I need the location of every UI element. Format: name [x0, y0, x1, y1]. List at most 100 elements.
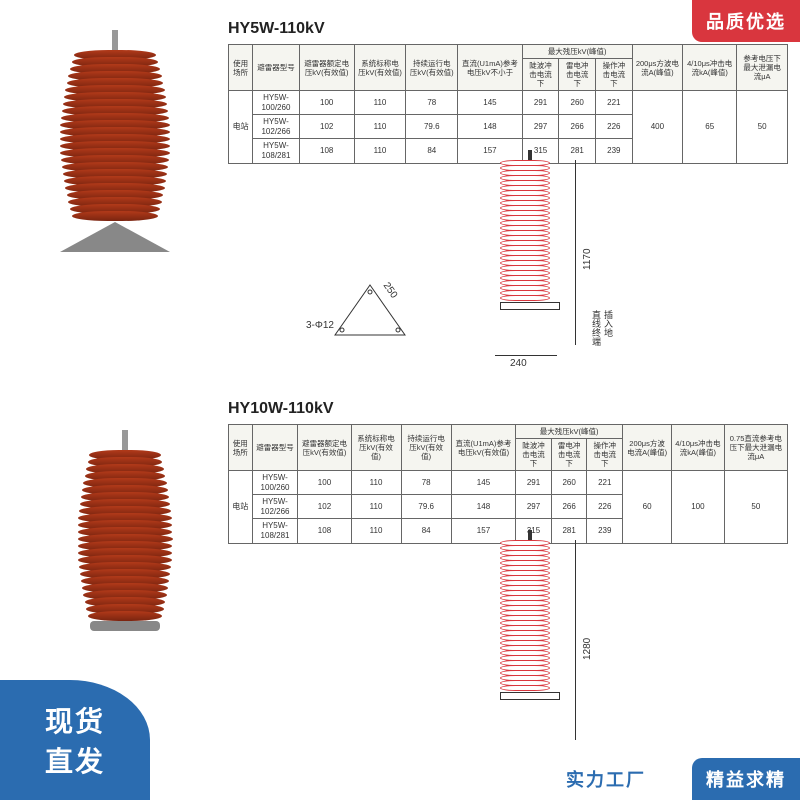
- cell-r3: 239: [596, 139, 633, 163]
- dim-height-1: 1170: [582, 248, 593, 270]
- base-triangle-icon: [60, 222, 170, 252]
- cell-model: HY5W-102/266: [253, 115, 300, 139]
- diag-base-icon: [500, 302, 560, 310]
- th-dc: 直流(U1mA)参考电压kV(有效值): [451, 425, 516, 471]
- th-place: 使用场所: [229, 45, 253, 91]
- cell-model: HY5W-102/266: [252, 495, 298, 519]
- cell-r3: 239: [587, 519, 623, 543]
- cell-dc: 145: [451, 471, 516, 495]
- cell-dc: 148: [451, 495, 516, 519]
- spec-table-1: 使用场所 避雷器型号 避雷器额定电压kV(有效值) 系统标称电压kV(有效值) …: [228, 44, 788, 164]
- badge-bottom-right: 精益求精: [692, 758, 800, 800]
- cell-200us: 60: [623, 471, 672, 544]
- cell-r2: 266: [551, 495, 587, 519]
- diagram-1: [500, 150, 560, 310]
- th-rated: 避雷器额定电压kV(有效值): [299, 45, 354, 91]
- cell-rated: 102: [299, 115, 354, 139]
- product-photo-2: [50, 430, 200, 631]
- cap-icon: [112, 30, 118, 50]
- th-sub2: 雷电冲击电流下: [551, 439, 587, 471]
- th-200us: 200μs方波电流A(峰值): [632, 45, 682, 91]
- dim-line-w1: [495, 355, 557, 356]
- fin-stack-1: [60, 50, 170, 221]
- cell-sys: 110: [354, 115, 406, 139]
- th-200us: 200μs方波电流A(峰值): [623, 425, 672, 471]
- cell-r2: 281: [559, 139, 596, 163]
- cell-rated: 108: [299, 139, 354, 163]
- cell-r2: 266: [559, 115, 596, 139]
- dim-line-h2: [575, 540, 576, 740]
- cell-model: HY5W-108/281: [253, 139, 300, 163]
- th-dc: 直流(U1mA)参考电压kV不小于: [458, 45, 523, 91]
- diagram-2: [500, 530, 560, 700]
- cell-410: 65: [683, 91, 737, 164]
- cell-r1: 297: [516, 495, 552, 519]
- title-2: HY10W-110kV: [228, 400, 334, 418]
- cell-sys: 110: [354, 91, 406, 115]
- cell-r1: 291: [522, 91, 559, 115]
- cell-leak: 50: [724, 471, 787, 544]
- table-row: 电站HY5W-100/26010011078145291260221601005…: [229, 471, 788, 495]
- dim-tri-hole: 3-Φ12: [300, 320, 340, 331]
- cell-cont: 78: [406, 91, 458, 115]
- cell-dc: 148: [458, 115, 523, 139]
- cell-r2: 260: [551, 471, 587, 495]
- section-hy5w: HY5W-110kV 使用场所 避雷器型号 避雷器额定电压kV(有效值) 系统标…: [0, 20, 800, 380]
- cell-r1: 291: [516, 471, 552, 495]
- th-leak: 参考电压下最大泄漏电流μA: [737, 45, 788, 91]
- cell-r3: 226: [596, 115, 633, 139]
- th-leak: 0.75直流参考电压下最大泄漏电流μA: [724, 425, 787, 471]
- cell-rated: 100: [299, 91, 354, 115]
- th-resid: 最大残压kV(峰值): [522, 45, 632, 59]
- th-sub3: 操作冲击电流下: [587, 439, 623, 471]
- cell-r2: 260: [559, 91, 596, 115]
- cell-r3: 221: [587, 471, 623, 495]
- cell-sys: 110: [351, 471, 401, 495]
- cell-rated: 100: [298, 471, 351, 495]
- dim-height-2: 1280: [582, 638, 593, 660]
- cell-cont: 84: [401, 519, 451, 543]
- th-cont: 持续运行电压kV(有效值): [406, 45, 458, 91]
- cap-icon: [122, 430, 128, 450]
- cell-model: HY5W-100/260: [253, 91, 300, 115]
- cell-leak: 50: [737, 91, 788, 164]
- cell-place: 电站: [229, 471, 253, 544]
- cell-r3: 221: [596, 91, 633, 115]
- th-410: 4/10μs冲击电流kA(峰值): [672, 425, 725, 471]
- cell-rated: 108: [298, 519, 351, 543]
- cell-200us: 400: [632, 91, 682, 164]
- cell-410: 100: [672, 471, 725, 544]
- base-sketch: [330, 280, 410, 340]
- cell-rated: 102: [298, 495, 351, 519]
- diag-fin-stack-1: [500, 160, 550, 301]
- badge-bottom-right2: 实力工厂: [552, 758, 660, 800]
- cell-sys: 110: [351, 519, 401, 543]
- cell-sys: 110: [351, 495, 401, 519]
- th-sub1: 陡波冲击电流下: [516, 439, 552, 471]
- th-rated: 避雷器额定电压kV(有效值): [298, 425, 351, 471]
- cell-cont: 84: [406, 139, 458, 163]
- cell-dc: 145: [458, 91, 523, 115]
- title-1: HY5W-110kV: [228, 20, 325, 38]
- th-410: 4/10μs冲击电流kA(峰值): [683, 45, 737, 91]
- diag-note2: 插入地: [602, 310, 615, 337]
- cell-place: 电站: [229, 91, 253, 164]
- section-hy10w: HY10W-110kV 使用场所 避雷器型号 避雷器额定电压kV(有效值) 系统…: [0, 400, 800, 760]
- base-flat-icon: [90, 621, 160, 631]
- th-model: 避雷器型号: [253, 45, 300, 91]
- th-place: 使用场所: [229, 425, 253, 471]
- product-photo-1: [40, 30, 190, 252]
- diag-base-icon: [500, 692, 560, 700]
- cell-cont: 79.6: [401, 495, 451, 519]
- th-cont: 持续运行电压kV(有效值): [401, 425, 451, 471]
- table-row: 电站HY5W-100/26010011078145291260221400655…: [229, 91, 788, 115]
- diag-fin-stack-2: [500, 540, 550, 691]
- cell-model: HY5W-100/260: [252, 471, 298, 495]
- th-resid: 最大残压kV(峰值): [516, 425, 623, 439]
- th-sys: 系统标称电压kV(有效值): [354, 45, 406, 91]
- th-sub2: 雷电冲击电流下: [559, 59, 596, 91]
- cell-model: HY5W-108/281: [252, 519, 298, 543]
- fin-stack-2: [78, 450, 173, 621]
- diag-cap-icon: [528, 150, 532, 160]
- th-model: 避雷器型号: [252, 425, 298, 471]
